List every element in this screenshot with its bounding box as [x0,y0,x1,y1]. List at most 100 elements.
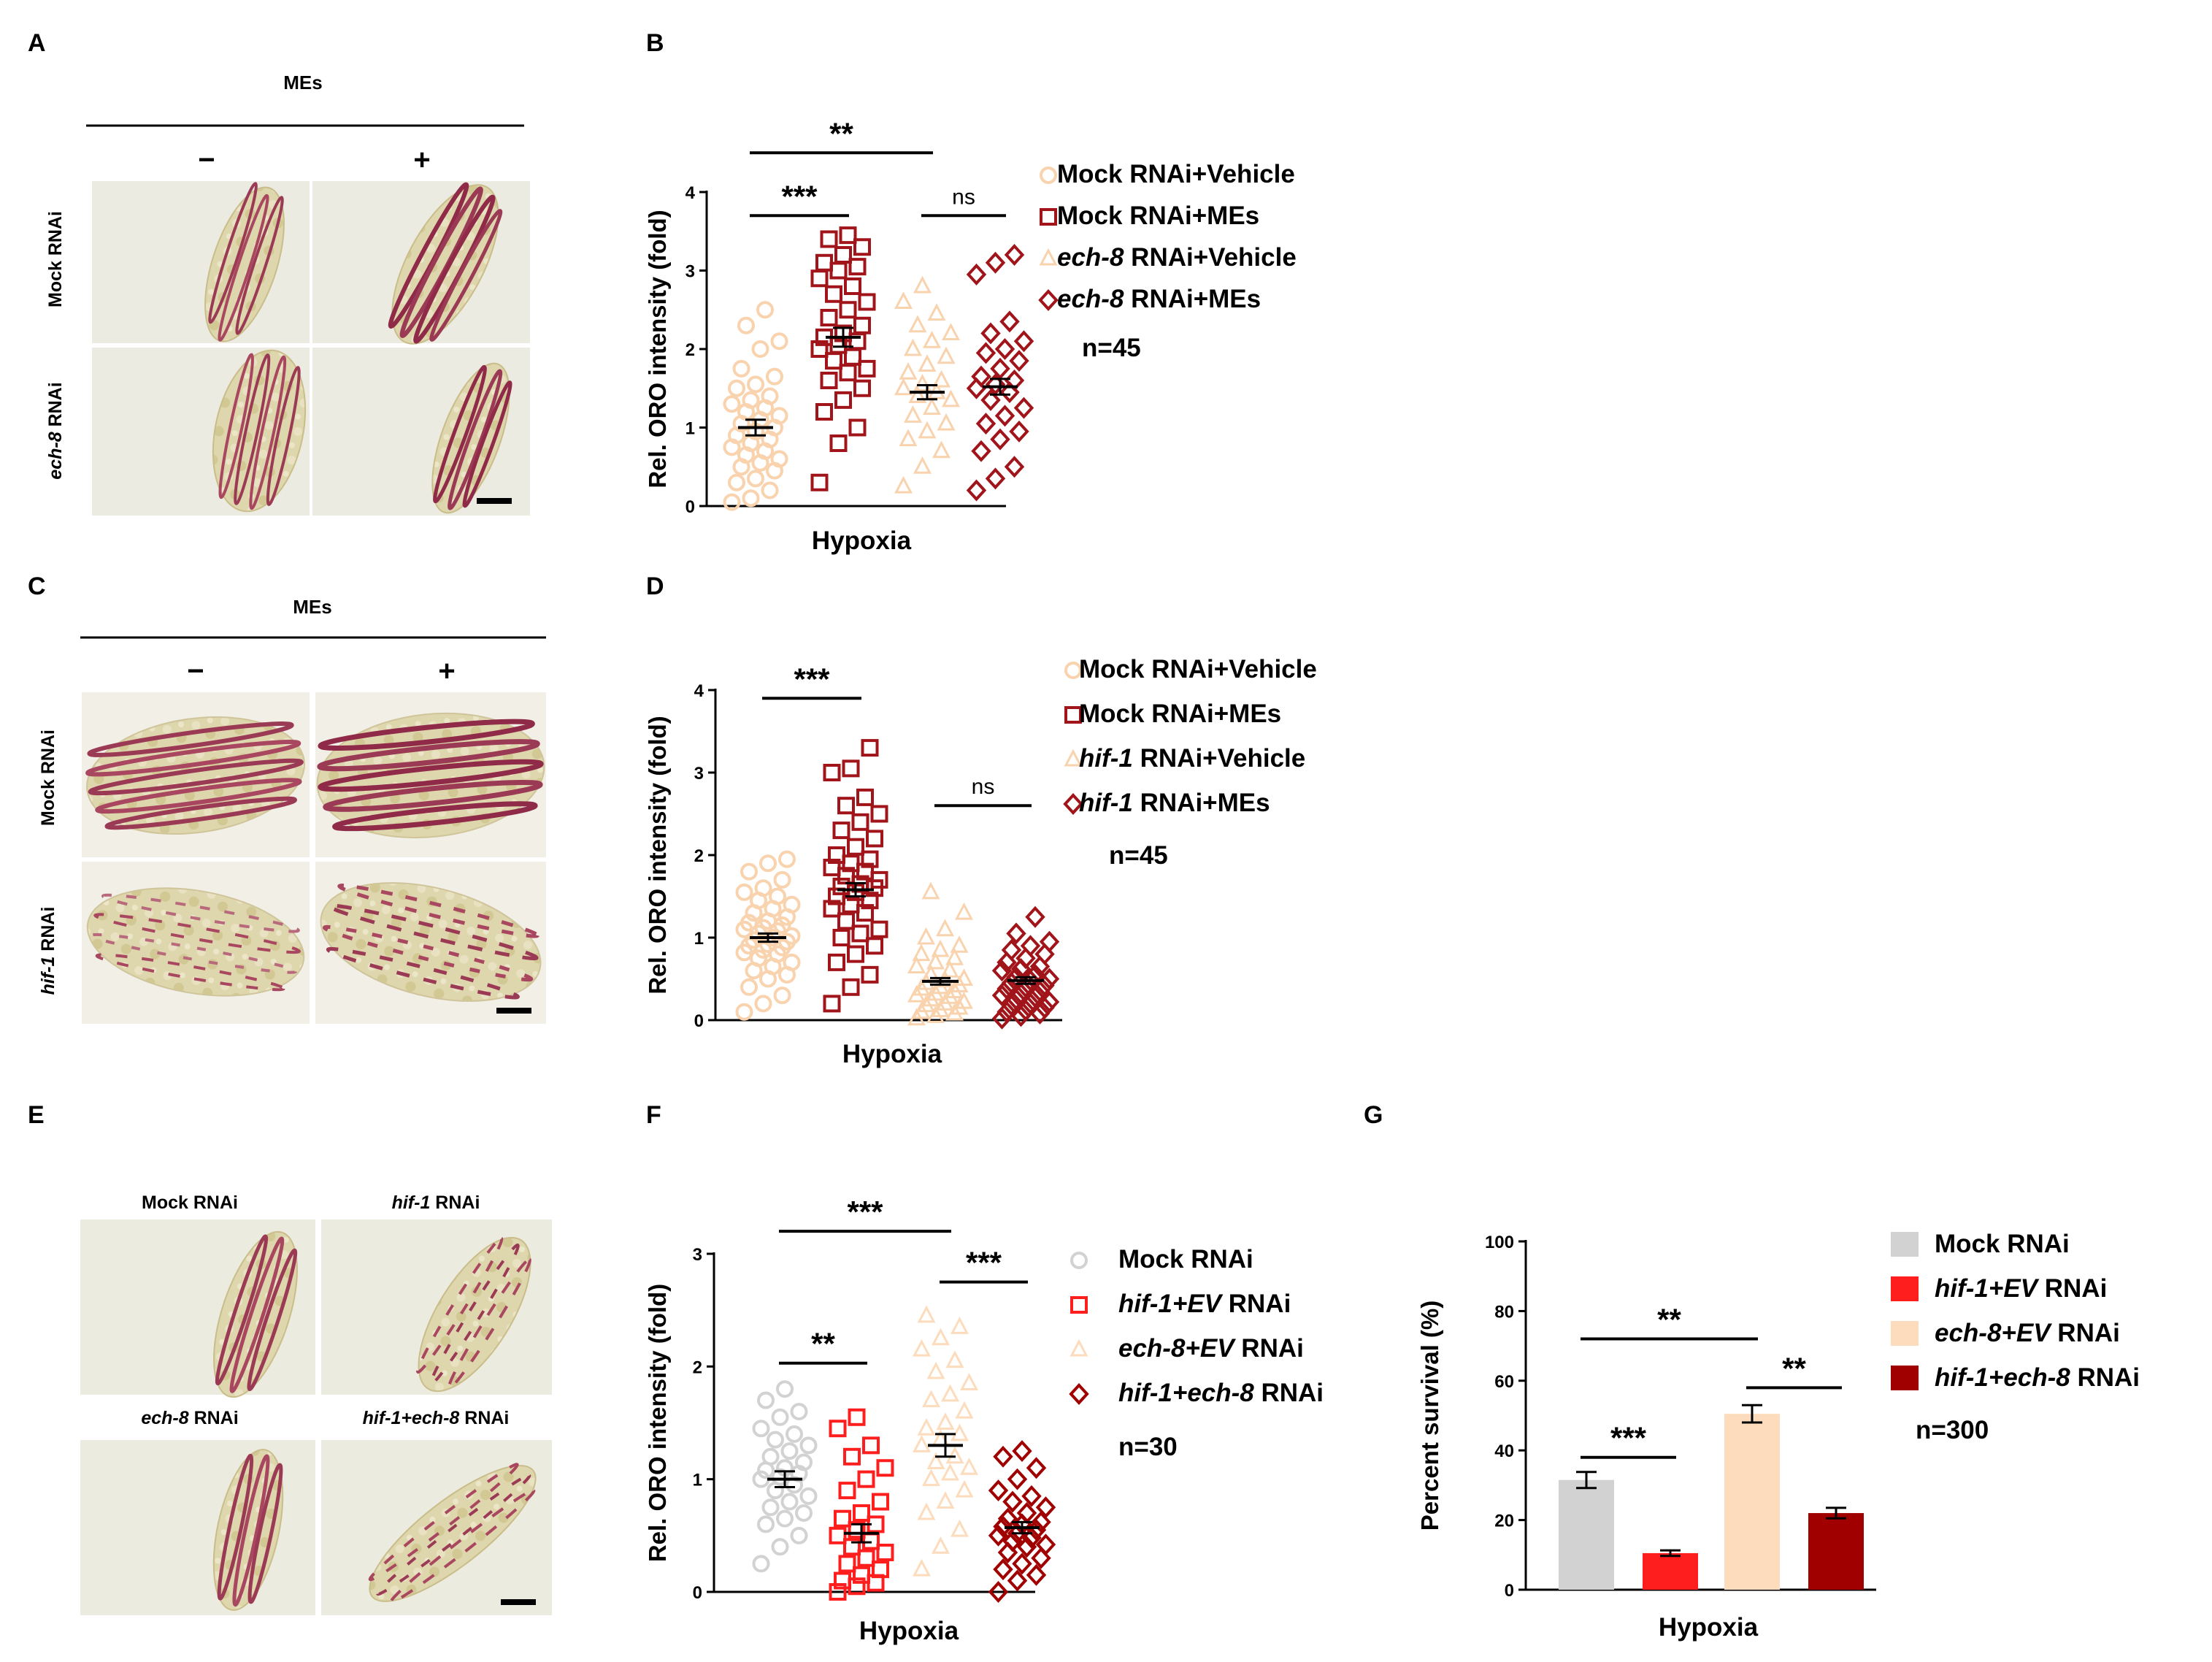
data-point [990,357,1010,380]
data-point [950,997,969,1015]
data-point [847,945,864,963]
data-point [828,846,845,864]
data-point [941,1384,959,1402]
data-point [723,493,741,511]
legend-marker [1070,1252,1088,1269]
y-tick-label: 2 [694,846,704,866]
data-point [761,481,779,499]
legend-label: Mock RNAi+Vehicle [1057,160,1295,188]
data-point [776,1509,794,1528]
legend-marker [1063,793,1083,815]
y-axis-label: Rel. ORO intensity (fold) [644,210,671,488]
data-point [966,263,987,286]
data-point [999,310,1020,333]
data-point [795,1504,813,1522]
data-point [848,1521,866,1539]
legend-label: ech-8+EV RNAi [1118,1334,1304,1363]
data-point [848,258,867,276]
data-point [917,1305,936,1323]
data-point [990,428,1010,451]
image-label: ech-8 RNAi [141,1408,238,1428]
data-point [960,1458,978,1475]
data-point [838,1482,856,1500]
legend-label: ech-8+EV RNAi [1935,1319,2120,1347]
data-point [810,473,829,491]
data-point [913,1435,931,1452]
y-tick-label: 0 [686,497,695,517]
data-point [937,413,956,431]
panel-label: F [646,1101,661,1129]
data-point [751,340,769,358]
legend-label: ech-8 RNAi+Vehicle [1057,243,1297,272]
legend-marker [1039,248,1058,266]
worm-cluster [388,182,503,345]
legend-swatch [1891,1232,1919,1257]
legend-label: hif-1 RNAi+MEs [1079,789,1270,817]
data-point [732,359,750,378]
data-point [754,879,772,897]
legend-swatch [1891,1321,1919,1346]
data-point [858,359,876,378]
data-point [853,1566,870,1584]
legend-marker [1069,1339,1088,1357]
chart-b: B 0 1 2 3 4 Rel. ORO intensity (fold) Hypoxia **… [644,29,1297,555]
data-point [790,1403,808,1421]
data-point [747,375,764,394]
data-point [815,253,833,272]
y-tick-label: 1 [686,419,695,439]
data-point [985,467,1006,490]
chart-g: G 0 20 40 60 80 100 Percent survival (%) Hypoxia… [1364,1101,2140,1642]
data-point [767,1431,784,1449]
data-point [1004,456,1025,478]
data-point [936,1412,955,1430]
data-point [756,301,774,319]
worm-cluster [86,887,305,997]
sample-size: n=45 [1082,334,1141,362]
data-point [991,984,1013,1007]
legend-label: hif-1+EV RNAi [1935,1274,2107,1303]
data-point [940,960,959,978]
legend-marker [1038,289,1059,311]
data-point [988,1581,1009,1603]
data-point [1007,1569,1028,1592]
data-point [825,352,842,370]
data-point [723,395,741,413]
data-point [951,1519,969,1537]
data-point [866,937,883,955]
row-label-mock: Mock RNAi [38,729,58,826]
worm-cluster [204,182,285,342]
worm-cluster [368,1463,537,1604]
legend-label: hif-1+ech-8 RNAi [1935,1363,2140,1392]
data-point [844,277,861,295]
legend-label: Mock RNAi+MEs [1057,202,1259,230]
data-point [773,987,791,1005]
data-point [917,995,935,1013]
bar [1643,1552,1698,1590]
data-point [861,965,879,984]
worm-cluster [416,1236,531,1393]
significance-label: ns [972,775,995,799]
data-point [876,1459,894,1477]
data-point [839,226,857,245]
data-point [843,1447,861,1466]
legend-label: Mock RNAi+Vehicle [1079,655,1317,683]
scale-bar [477,498,512,504]
data-point [770,332,788,351]
worm-cluster [85,716,305,835]
data-point [988,1479,1009,1502]
bar [1559,1479,1614,1590]
data-point [771,1468,789,1486]
data-point [1035,1496,1056,1519]
significance-label: ** [811,1327,835,1361]
data-point [945,948,964,965]
data-point [757,1515,775,1533]
data-point [926,951,945,970]
data-point [851,813,869,831]
data-point [932,440,951,459]
data-point [1001,938,1022,961]
data-point [735,1003,753,1021]
data-point [975,342,996,364]
data-point [866,830,883,848]
panel-label: C [28,572,46,600]
legend-label: Mock RNAi+MEs [1079,700,1281,728]
